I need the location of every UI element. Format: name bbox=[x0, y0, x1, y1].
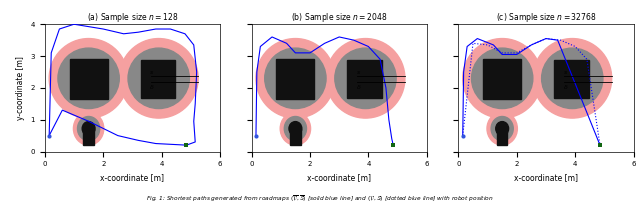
Ellipse shape bbox=[256, 39, 335, 118]
Ellipse shape bbox=[463, 39, 541, 118]
Bar bbox=[276, 59, 314, 99]
X-axis label: x-coordinate [m]: x-coordinate [m] bbox=[307, 173, 371, 182]
Title: (a) Sample size $n = 128$: (a) Sample size $n = 128$ bbox=[87, 11, 178, 24]
Ellipse shape bbox=[128, 48, 189, 108]
Bar bbox=[483, 59, 521, 99]
Ellipse shape bbox=[119, 39, 198, 118]
Bar bbox=[290, 129, 301, 145]
Text: $\delta$: $\delta$ bbox=[563, 83, 568, 91]
Bar bbox=[554, 60, 589, 98]
Title: (b) Sample size $n = 2048$: (b) Sample size $n = 2048$ bbox=[291, 11, 387, 24]
Ellipse shape bbox=[77, 117, 100, 141]
Ellipse shape bbox=[472, 48, 533, 108]
Y-axis label: y-coordinate [m]: y-coordinate [m] bbox=[16, 56, 25, 120]
Ellipse shape bbox=[541, 48, 603, 108]
Ellipse shape bbox=[326, 39, 405, 118]
Text: $s$: $s$ bbox=[563, 69, 568, 76]
Ellipse shape bbox=[284, 117, 307, 141]
Ellipse shape bbox=[58, 48, 119, 108]
Text: $\delta$: $\delta$ bbox=[149, 83, 155, 91]
Ellipse shape bbox=[289, 122, 302, 136]
X-axis label: x-coordinate [m]: x-coordinate [m] bbox=[100, 173, 164, 182]
Ellipse shape bbox=[335, 48, 396, 108]
Ellipse shape bbox=[280, 112, 310, 145]
Ellipse shape bbox=[82, 122, 95, 136]
Ellipse shape bbox=[487, 112, 517, 145]
Text: $\delta$: $\delta$ bbox=[356, 83, 362, 91]
Text: Fig. 1: Shortest paths generated from roadmaps $(\overline{\mathcal{V}}, \overli: Fig. 1: Shortest paths generated from ro… bbox=[146, 194, 494, 202]
Ellipse shape bbox=[74, 112, 104, 145]
Ellipse shape bbox=[49, 39, 128, 118]
Bar bbox=[497, 129, 508, 145]
Bar bbox=[83, 129, 94, 145]
Ellipse shape bbox=[496, 122, 509, 136]
Bar bbox=[70, 59, 108, 99]
Bar bbox=[348, 60, 382, 98]
Text: $s$: $s$ bbox=[149, 69, 154, 76]
Ellipse shape bbox=[491, 117, 513, 141]
Text: $s$: $s$ bbox=[356, 69, 361, 76]
Bar bbox=[141, 60, 175, 98]
X-axis label: x-coordinate [m]: x-coordinate [m] bbox=[514, 173, 578, 182]
Ellipse shape bbox=[533, 39, 612, 118]
Ellipse shape bbox=[265, 48, 326, 108]
Title: (c) Sample size $n = 32768$: (c) Sample size $n = 32768$ bbox=[495, 11, 596, 24]
